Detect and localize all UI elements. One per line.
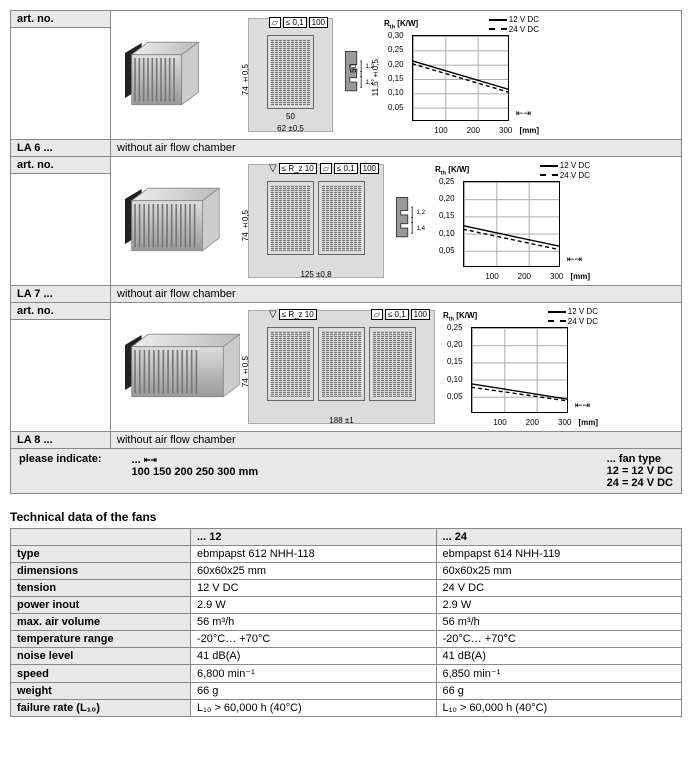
spec-cell: 41 dB(A): [191, 648, 437, 665]
spec-header: [11, 529, 191, 546]
spec-cell: 6,850 min⁻¹: [436, 665, 682, 683]
art-no-label: art. no.: [11, 157, 110, 174]
iso-render: [115, 18, 240, 133]
spec-cell: ebmpapst 612 NHH-118: [191, 546, 437, 563]
fan-12: 12 = 12 V DC: [607, 465, 673, 477]
svg-text:1,2: 1,2: [417, 209, 426, 216]
spec-cell: 12 V DC: [191, 580, 437, 597]
spec-row-label: max. air volume: [11, 614, 191, 631]
spec-cell: 56 m³/h: [436, 614, 682, 631]
spec-row: power inout2.9 W2.9 W: [11, 597, 682, 614]
rth-chart: Rth [K/W] 12 V DC 24 V DC 0,250,200,150,…: [435, 161, 590, 281]
technical-drawing: ▽≤ R_z 10 ▱≤ 0,1100 74 ±0,5 125 ±0,8: [248, 164, 384, 278]
legend-12v: 12 V DC: [489, 15, 539, 25]
spec-row-label: tension: [11, 580, 191, 597]
spec-cell: -20°C… +70°C: [436, 631, 682, 648]
spec-row: failure rate (L₁₀)L₁₀ > 60,000 h (40°C)L…: [11, 700, 682, 717]
spec-cell: 6,800 min⁻¹: [191, 665, 437, 683]
product-row: art. no. LA 8 ... ▽: [10, 303, 682, 449]
product-row: art. no. LA 6 ... ▽: [10, 10, 682, 157]
spec-row-label: temperature range: [11, 631, 191, 648]
spec-cell: 66 g: [191, 683, 437, 700]
spec-row-label: failure rate (L₁₀): [11, 700, 191, 717]
spec-cell: L₁₀ > 60,000 h (40°C): [191, 700, 437, 717]
spec-row: weight66 g66 g: [11, 683, 682, 700]
rth-chart: Rth [K/W] 12 V DC 24 V DC 0,250,200,150,…: [443, 307, 598, 427]
tech-data-title: Technical data of the fans: [10, 510, 682, 524]
product-row: art. no. LA 7 ... ▽: [10, 157, 682, 303]
iso-render: [115, 310, 240, 425]
spec-cell: 2.9 W: [436, 597, 682, 614]
fan-type-label: ... fan type: [607, 453, 673, 465]
legend-12v: 12 V DC: [548, 307, 598, 317]
spec-table: ... 12... 24 typeebmpapst 612 NHH-118ebm…: [10, 528, 682, 717]
fan-24: 24 = 24 V DC: [607, 477, 673, 489]
spec-header: ... 12: [191, 529, 437, 546]
caption: without air flow chamber: [111, 431, 681, 448]
svg-text:1,4: 1,4: [417, 225, 426, 232]
rth-chart: Rth [K/W] 12 V DC 24 V DC 0,300,250,200,…: [384, 15, 539, 135]
legend-24v: 24 V DC: [540, 171, 590, 181]
spec-row: temperature range-20°C… +70°C-20°C… +70°…: [11, 631, 682, 648]
spec-cell: 2.9 W: [191, 597, 437, 614]
spec-row: noise level41 dB(A)41 dB(A): [11, 648, 682, 665]
spec-cell: 24 V DC: [436, 580, 682, 597]
spec-cell: 56 m³/h: [191, 614, 437, 631]
spec-cell: L₁₀ > 60,000 h (40°C): [436, 700, 682, 717]
spec-row-label: weight: [11, 683, 191, 700]
spec-cell: 41 dB(A): [436, 648, 682, 665]
please-indicate-box: please indicate: ... ⇤⇥ 100 150 200 250 …: [10, 449, 682, 494]
please-indicate-label: please indicate:: [19, 453, 102, 465]
spec-row: typeebmpapst 612 NHH-118ebmpapst 614 NHH…: [11, 546, 682, 563]
art-no-label: art. no.: [11, 303, 110, 320]
spec-cell: -20°C… +70°C: [191, 631, 437, 648]
spec-row-label: dimensions: [11, 563, 191, 580]
spec-row: dimensions60x60x25 mm60x60x25 mm: [11, 563, 682, 580]
model-label: LA 7 ...: [11, 285, 110, 302]
technical-drawing: ▽≤ R_z 10 ▱≤ 0,1100 74 ±0,5 5011,5 ±0,5 …: [248, 18, 333, 132]
spec-cell: 66 g: [436, 683, 682, 700]
technical-drawing: ▽≤ R_z 10 ▱≤ 0,1100 74 ±0,5 188 ±1: [248, 310, 435, 424]
spec-row: tension12 V DC24 V DC: [11, 580, 682, 597]
side-profile: 1,2 1,4: [392, 193, 427, 249]
spec-row-label: type: [11, 546, 191, 563]
spec-row-label: noise level: [11, 648, 191, 665]
model-label: LA 6 ...: [11, 139, 110, 156]
spec-header: ... 24: [436, 529, 682, 546]
spec-row-label: speed: [11, 665, 191, 683]
legend-24v: 24 V DC: [489, 25, 539, 35]
length-arrow: ... ⇤⇥: [132, 453, 259, 466]
spec-row-label: power inout: [11, 597, 191, 614]
caption: without air flow chamber: [111, 139, 681, 156]
legend-24v: 24 V DC: [548, 317, 598, 327]
legend-12v: 12 V DC: [540, 161, 590, 171]
model-label: LA 8 ...: [11, 431, 110, 448]
iso-render: [115, 164, 240, 279]
caption: without air flow chamber: [111, 285, 681, 302]
spec-cell: 60x60x25 mm: [191, 563, 437, 580]
spec-row: max. air volume56 m³/h56 m³/h: [11, 614, 682, 631]
spec-row: speed6,800 min⁻¹6,850 min⁻¹: [11, 665, 682, 683]
length-options: 100 150 200 250 300 mm: [132, 466, 259, 478]
spec-cell: 60x60x25 mm: [436, 563, 682, 580]
art-no-label: art. no.: [11, 11, 110, 28]
spec-cell: ebmpapst 614 NHH-119: [436, 546, 682, 563]
